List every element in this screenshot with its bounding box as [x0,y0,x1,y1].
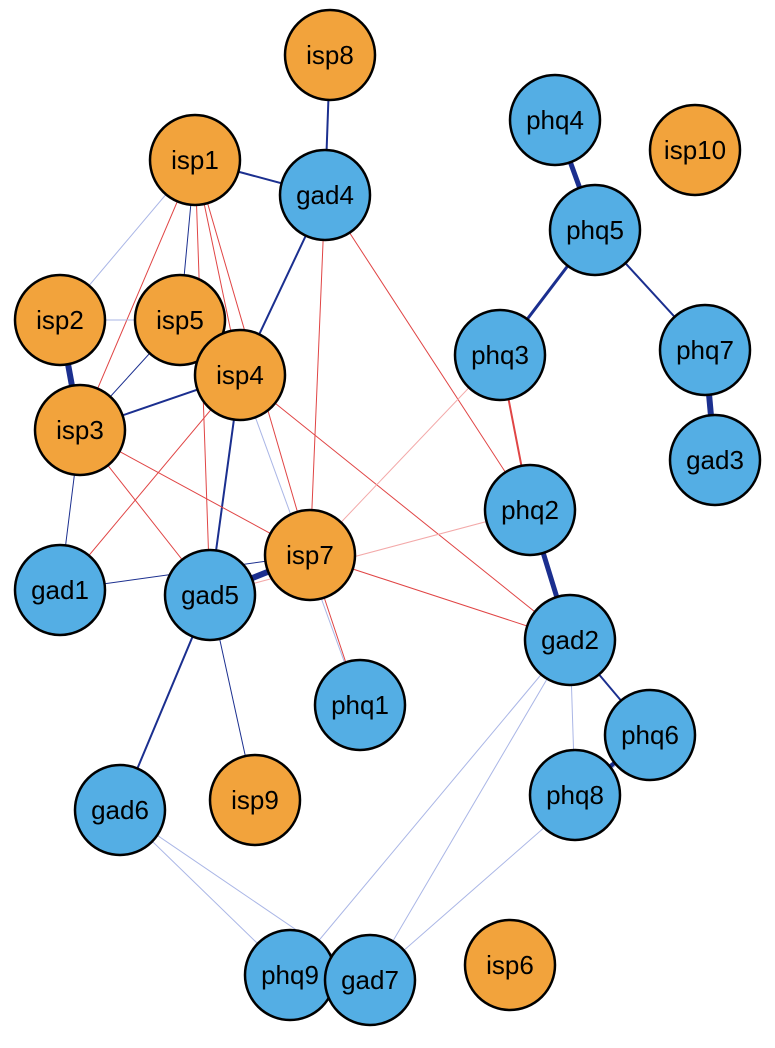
node-isp2: isp2 [15,275,105,365]
node-label-phq4: phq4 [526,105,584,135]
node-gad3: gad3 [670,415,760,505]
nodes-layer: isp8 phq4 isp10 isp1 gad4 phq5 isp2 isp5 phq7 phq… [15,10,760,1025]
node-gad6: gad6 [75,765,165,855]
node-phq8: phq8 [530,750,620,840]
node-phq6: phq6 [605,690,695,780]
node-label-isp10: isp10 [664,135,726,165]
node-gad2: gad2 [525,595,615,685]
node-label-isp2: isp2 [36,305,84,335]
node-phq4: phq4 [510,75,600,165]
node-label-gad6: gad6 [91,795,149,825]
node-label-isp1: isp1 [171,145,219,175]
network-graph: isp8 phq4 isp10 isp1 gad4 phq5 isp2 isp5 phq7 phq… [0,0,775,1048]
node-label-phq2: phq2 [501,495,559,525]
node-label-gad4: gad4 [296,180,354,210]
node-label-phq9: phq9 [261,960,319,990]
node-gad1: gad1 [15,545,105,635]
node-isp10: isp10 [650,105,740,195]
node-label-phq3: phq3 [471,340,529,370]
node-gad7: gad7 [325,935,415,1025]
node-label-isp3: isp3 [56,415,104,445]
node-label-gad1: gad1 [31,575,89,605]
node-label-phq8: phq8 [546,780,604,810]
node-gad4: gad4 [280,150,370,240]
node-isp8: isp8 [285,10,375,100]
node-label-isp7: isp7 [286,540,334,570]
node-isp3: isp3 [35,385,125,475]
node-label-phq5: phq5 [566,215,624,245]
node-phq9: phq9 [245,930,335,1020]
node-label-gad7: gad7 [341,965,399,995]
node-label-gad3: gad3 [686,445,744,475]
node-label-isp8: isp8 [306,40,354,70]
edge-gad4-isp7 [310,195,325,555]
node-gad5: gad5 [165,550,255,640]
node-phq5: phq5 [550,185,640,275]
node-isp6: isp6 [465,920,555,1010]
edge-gad5-phq2 [210,510,530,595]
node-label-isp9: isp9 [231,785,279,815]
node-label-phq7: phq7 [676,335,734,365]
node-phq3: phq3 [455,310,545,400]
node-label-isp6: isp6 [486,950,534,980]
node-phq1: phq1 [315,660,405,750]
node-isp9: isp9 [210,755,300,845]
node-label-phq6: phq6 [621,720,679,750]
node-isp7: isp7 [265,510,355,600]
node-isp1: isp1 [150,115,240,205]
node-label-gad5: gad5 [181,580,239,610]
node-label-isp5: isp5 [156,305,204,335]
node-phq7: phq7 [660,305,750,395]
node-label-phq1: phq1 [331,690,389,720]
node-label-isp4: isp4 [216,360,264,390]
node-isp4: isp4 [195,330,285,420]
node-phq2: phq2 [485,465,575,555]
node-label-gad2: gad2 [541,625,599,655]
